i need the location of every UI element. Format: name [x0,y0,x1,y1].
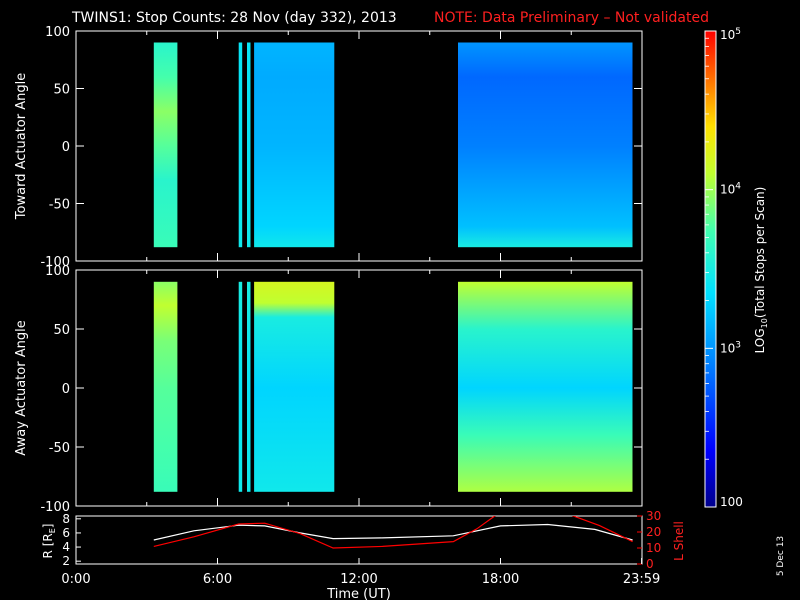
away-actuator-panel: -100 -50 0 50 100 Away Actuator Angle [14,264,643,515]
right-tick-label: 0 [646,557,654,571]
heatmap-block [238,42,243,248]
colorbar: 105 104 103 100 LOG10(Total Stops per Scan) [704,27,769,509]
y-tick-label: -100 [40,255,70,270]
heatmap-block [254,42,335,248]
colorbar-label: LOG10(Total Stops per Scan) [753,187,769,354]
y-tick-label: 100 [45,25,70,40]
orbit-left-axis-label: R [RE] [41,524,57,559]
x-tick-label: 23:59 [623,572,660,587]
heatmap-block [153,42,178,248]
left-tick-label: 8 [62,512,70,526]
heatmap-block [254,281,335,492]
orbit-series-line [153,516,496,549]
colorbar-tick-label: 100 [720,495,743,509]
heatmap-block [247,281,251,492]
toward-y-axis-label: Toward Actuator Angle [14,73,29,220]
chart-title: TWINS1: Stop Counts: 28 Nov (day 332), 2… [71,10,397,26]
title-group: TWINS1: Stop Counts: 28 Nov (day 332), 2… [71,10,709,26]
heatmap-block [458,42,633,248]
colorbar-tick-label: 104 [720,182,741,197]
toward-y-ticks: -100 -50 0 50 100 [40,25,643,270]
colorbar-tick-label: 105 [720,27,741,42]
right-tick-label: 30 [646,509,661,523]
right-tick-label: 10 [646,541,661,555]
orbit-panel-frame [75,515,643,565]
toward-actuator-panel: -100 -50 0 50 100 Toward Actuator Angle [14,25,643,270]
preliminary-note: NOTE: Data Preliminary – Not validated [434,10,709,26]
left-tick-label: 2 [62,554,70,568]
y-tick-label: -50 [49,441,70,456]
heatmap-block [153,281,178,492]
toward-heatmap-blocks [153,42,633,248]
x-axis-label: Time (UT) [326,587,391,600]
x-tick-label: 6:00 [203,572,232,587]
y-tick-label: -50 [49,198,70,213]
heatmap-block [238,281,243,492]
y-tick-label: 50 [53,83,70,98]
right-tick-label: 20 [646,525,661,539]
x-tick-label: 18:00 [482,572,519,587]
heatmap-block [458,281,633,492]
colorbar-gradient [704,30,717,508]
y-tick-label: 0 [62,382,70,397]
y-tick-label: 50 [53,323,70,338]
left-tick-label: 4 [62,540,70,554]
orbit-series-line [571,516,633,543]
left-tick-label: 6 [62,526,70,540]
orbit-series [153,516,633,549]
y-tick-label: 0 [62,140,70,155]
x-tick-label: 0:00 [61,572,90,587]
y-tick-label: -100 [40,500,70,515]
colorbar-tick-label: 103 [720,340,741,355]
heatmap-block [247,42,251,248]
date-stamp: 5 Dec 13 [776,536,786,576]
away-y-axis-label: Away Actuator Angle [14,320,29,455]
away-y-ticks: -100 -50 0 50 100 [40,264,643,515]
orbit-series-line [153,523,633,541]
orbit-right-axis-label: L Shell [672,521,686,561]
x-tick-label: 12:00 [340,572,377,587]
colorbar-ticks: 105 104 103 100 [705,27,743,509]
away-heatmap-blocks [153,281,633,492]
y-tick-label: 100 [45,264,70,279]
